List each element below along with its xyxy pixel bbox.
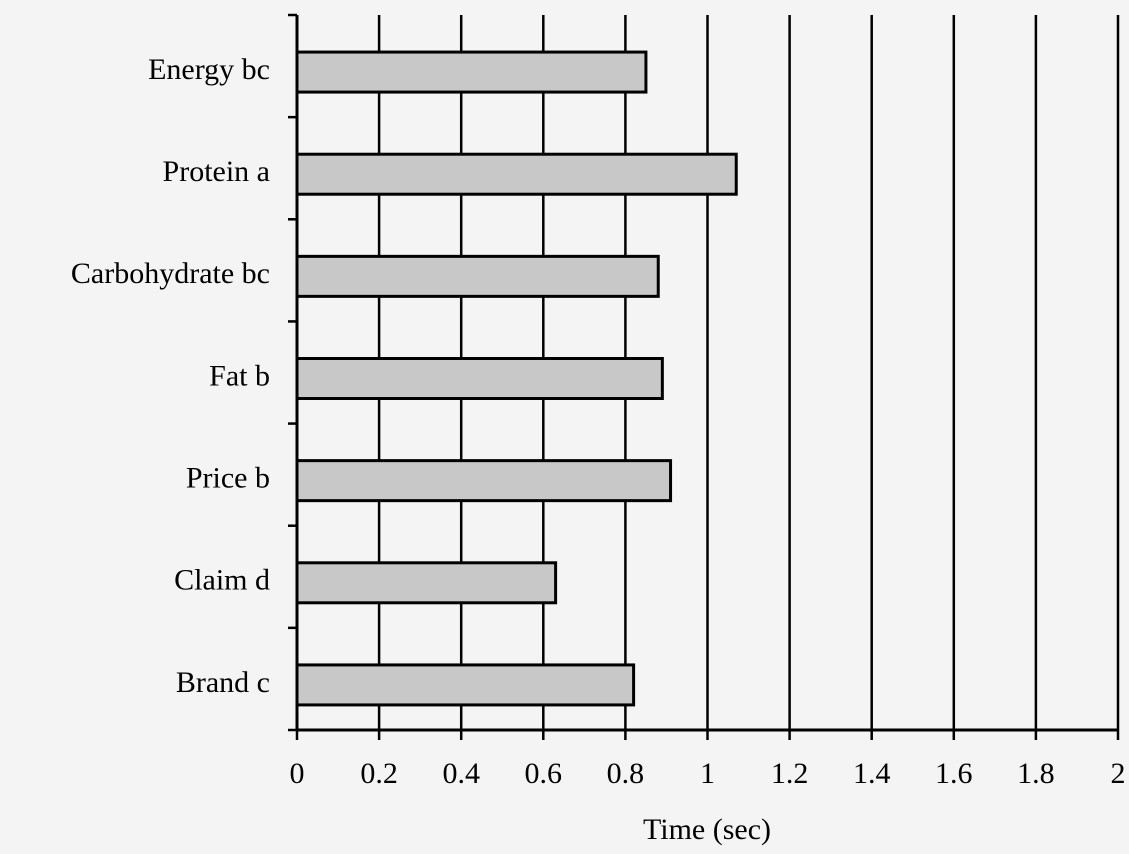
x-tick-label: 1.2 <box>771 757 809 790</box>
x-axis-title: Time (sec) <box>643 813 771 846</box>
x-tick-label: 2 <box>1111 757 1126 790</box>
y-tick-label: Protein a <box>163 155 270 188</box>
x-tick-label: 1.8 <box>1017 757 1055 790</box>
bar <box>295 254 660 298</box>
bar <box>295 561 558 605</box>
x-tick-label: 1.6 <box>935 757 973 790</box>
y-tick-label: Energy bc <box>148 53 270 86</box>
x-tick-label: 0.6 <box>525 757 563 790</box>
x-tick-label: 1 <box>700 757 715 790</box>
y-tick-label: Fat b <box>209 359 270 392</box>
x-tick-label: 0.8 <box>607 757 645 790</box>
y-tick-label: Carbohydrate bc <box>71 257 270 290</box>
y-tick-label: Claim d <box>174 564 270 597</box>
bar <box>295 459 673 503</box>
bar <box>295 357 664 400</box>
x-tick-label: 0 <box>290 757 305 790</box>
bar <box>295 50 648 94</box>
x-tick-label: 0.4 <box>442 757 480 790</box>
x-tick-label: 1.4 <box>853 757 891 790</box>
x-tick-label: 0.2 <box>360 757 398 790</box>
bar <box>295 152 738 196</box>
y-tick-label: Price b <box>186 462 270 495</box>
y-tick-label: Brand c <box>176 666 270 699</box>
bar <box>295 663 636 707</box>
